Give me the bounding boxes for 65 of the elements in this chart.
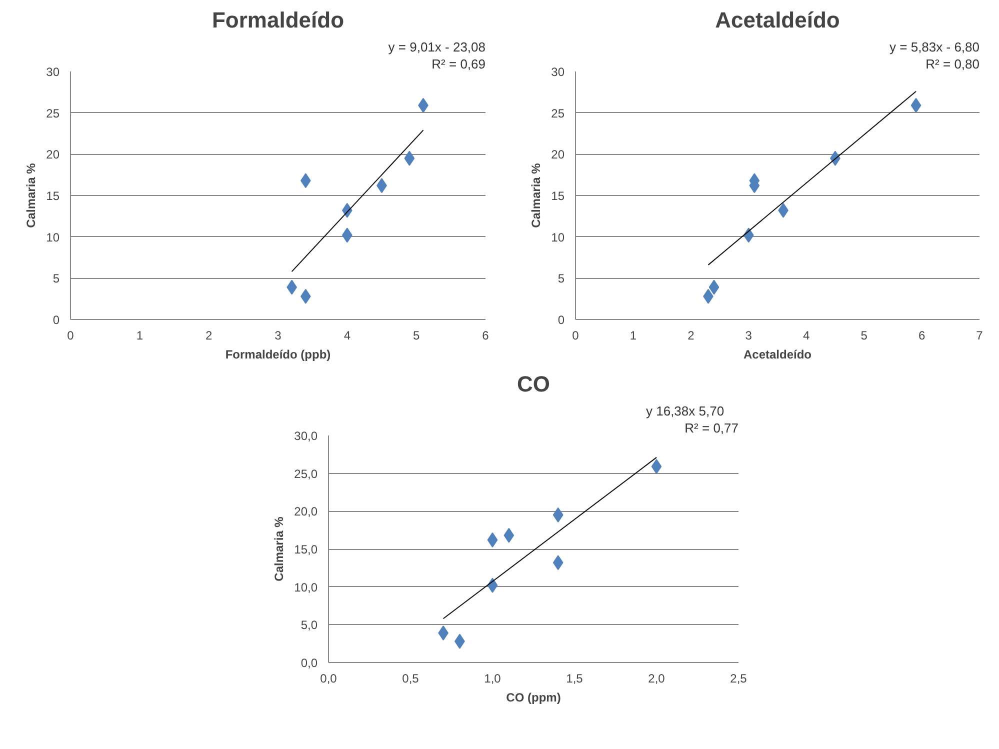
x-tick-label: 2,5 (730, 672, 748, 686)
x-tick-label: 3 (745, 328, 752, 342)
x-tick-label: 6 (482, 328, 490, 342)
y-tick-label: 20 (551, 148, 565, 162)
y-tick-label: 10,0 (294, 580, 318, 594)
x-tick-label: 0 (572, 328, 580, 342)
y-tick-label: 10 (551, 230, 565, 244)
chart-title: Formaldeído (212, 8, 344, 32)
y-axis-title: Calmaria % (272, 516, 286, 582)
point (552, 507, 564, 522)
x-tick-label: 2 (205, 328, 212, 342)
point (708, 280, 720, 295)
y-tick-label: 5 (52, 272, 60, 286)
x-tick-label: 2,0 (648, 672, 666, 686)
annotation: R² = 0,69 (432, 56, 486, 72)
y-tick-label: 15 (551, 189, 565, 203)
y-tick-label: 0 (558, 313, 565, 327)
text: R² = 0,77 (684, 420, 739, 436)
point (404, 150, 415, 166)
x-tick-label: 1 (136, 328, 144, 342)
x-tick-label: 5 (412, 328, 420, 342)
y-tick-label: 10 (46, 230, 60, 244)
y-tick-label: 15,0 (294, 542, 318, 556)
x-tick-label: 4 (803, 328, 810, 342)
y-tick-label: 0,0 (300, 656, 318, 670)
y-tick-label: 30 (46, 65, 60, 79)
y-tick-label: 5,0 (300, 618, 318, 632)
x-axis-title: Formaldeído (ppb) (225, 348, 331, 362)
text: y = 5,83x - 6,80 (890, 40, 980, 54)
text: y = 9,01x - 23,08 (388, 40, 486, 54)
point (552, 555, 564, 570)
y-tick-label: 5 (558, 272, 565, 286)
x-tick-label: 1,0 (484, 672, 502, 686)
x-tick-label: 5 (860, 328, 868, 342)
point (504, 528, 514, 543)
point (651, 459, 662, 474)
y-tick-label: 0 (52, 313, 60, 327)
x-tick-label: 0,0 (320, 672, 338, 686)
x-axis-title: Acetaldeído (743, 348, 812, 362)
y-tick-label: 20 (46, 148, 60, 162)
y-tick-label: 25 (46, 106, 60, 120)
y-tick-label: 25,0 (294, 466, 318, 481)
chart-title: CO (517, 372, 550, 396)
x-tick-label: 2 (688, 328, 695, 342)
x-tick-label: 3 (274, 328, 282, 342)
y-tick-label: 25 (551, 106, 565, 120)
point (487, 532, 498, 548)
y-axis-title: Calmaria % (24, 162, 38, 228)
x-axis-title: CO (ppm) (506, 690, 561, 704)
x-tick-label: 7 (976, 328, 984, 342)
x-tick-label: 1,5 (566, 672, 584, 686)
y-tick-label: 20,0 (294, 504, 318, 519)
y-tick-label: 30,0 (294, 429, 318, 443)
chart-title: Acetaldeído (715, 8, 840, 32)
y-tick-label: 30 (551, 65, 565, 79)
x-tick-label: 4 (344, 328, 351, 342)
point (910, 98, 922, 113)
x-tick-label: 0,5 (402, 672, 420, 686)
text: y 16,38x 5,70 (646, 404, 724, 418)
annotation: R² = 0,80 (926, 56, 980, 72)
y-axis-title: Calmaria % (529, 162, 544, 228)
x-tick-label: 0 (67, 328, 74, 342)
y-tick-label: 15 (46, 189, 60, 203)
x-tick-label: 6 (918, 328, 926, 342)
x-tick-label: 1 (630, 328, 637, 342)
